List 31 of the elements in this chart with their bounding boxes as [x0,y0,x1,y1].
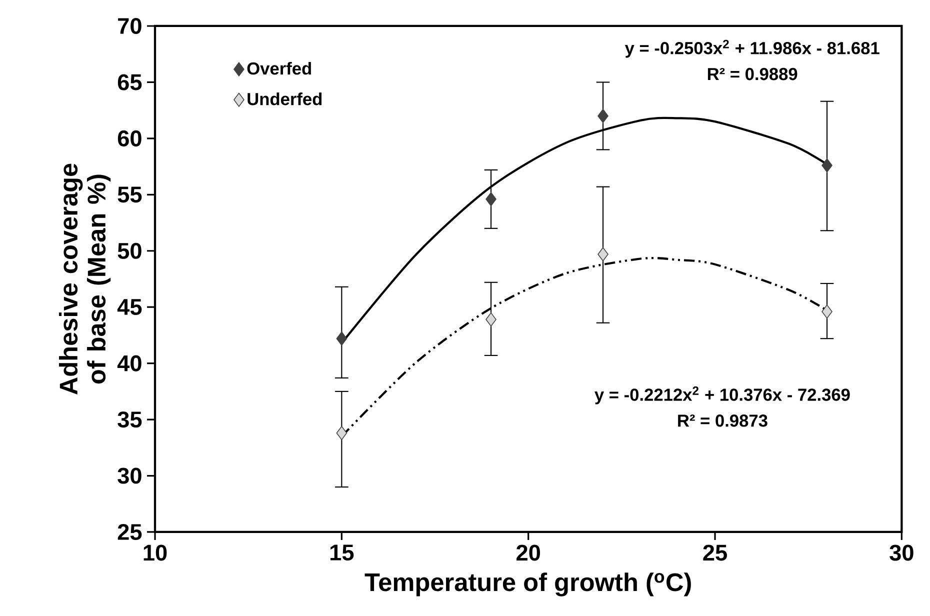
y-tick-label: 65 [118,74,142,90]
legend-label: Underfed [248,92,322,106]
y-tick-label: 55 [118,186,142,203]
y-tick-label: 50 [118,242,142,259]
point [336,332,348,346]
x-tick-label: 30 [890,544,914,561]
point [598,108,608,124]
y-axis-title: Adhesive coverage of base (Mean %) [58,164,111,395]
annotation: y = -0.2212x$^{2}$ + 10.376x - 72.369 [594,386,850,404]
y-tick-label: 45 [117,299,142,316]
y-tick-label: 70 [118,18,142,34]
annotation: R² = 0.9889 [708,68,798,80]
point [822,304,832,319]
y-tick-label: 40 [117,355,142,372]
point [598,247,608,262]
legend-label: Overfed [247,62,311,75]
point [486,192,496,206]
y-tick-label: 35 [118,412,142,428]
x-tick-label: 10 [144,544,167,561]
annotation: R² = 0.9873 [678,414,768,427]
x-tick-label: 20 [516,544,540,561]
y-tick-label: 60 [118,130,142,146]
point [336,426,348,440]
x-tick-label: 25 [703,544,727,561]
y-tick-label: 25 [118,524,142,540]
y-tick-label: 30 [118,468,142,484]
point [822,158,832,172]
x-tick-label: 15 [330,544,354,561]
point [486,312,496,327]
x-axis-title: Temperature of growth ($^{o}$C) [364,572,691,596]
annotation: y = -0.2503x$^{2}$ + 11.986x - 81.681 [624,40,880,58]
